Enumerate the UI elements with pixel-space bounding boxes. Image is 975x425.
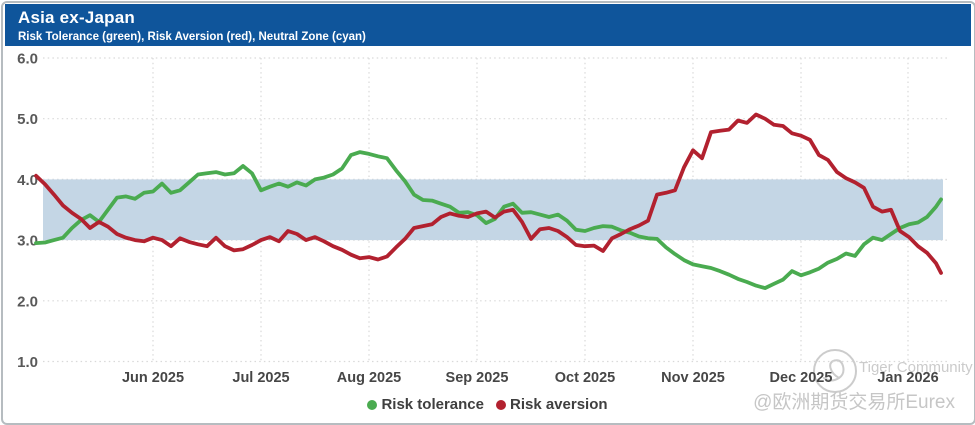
neutral-zone-band [43, 179, 943, 241]
header-bar: Asia ex-Japan Risk Tolerance (green), Ri… [5, 4, 971, 46]
y-axis-label: 1.0 [17, 354, 38, 371]
y-axis-label: 5.0 [17, 111, 38, 128]
page-subtitle: Risk Tolerance (green), Risk Aversion (r… [18, 31, 366, 43]
x-axis-label: Jun 2025 [122, 370, 184, 386]
page-title: Asia ex-Japan [18, 8, 135, 27]
risk-aversion-dot-icon [495, 399, 506, 410]
x-axis-label: Jan 2026 [877, 370, 938, 386]
x-axis-label: Dec 2025 [770, 370, 833, 386]
x-axis-label: Sep 2025 [446, 370, 509, 386]
legend-item-risk-tolerance: Risk tolerance [367, 396, 484, 413]
series-line-risk-tolerance [34, 150, 943, 291]
x-axis-label: Nov 2025 [661, 370, 725, 386]
risk-tolerance-dot-icon [367, 399, 378, 410]
y-axis-label: 6.0 [17, 51, 38, 68]
x-axis-label: Aug 2025 [337, 370, 401, 386]
y-axis-label: 3.0 [17, 233, 38, 250]
legend-label-risk-tolerance: Risk tolerance [381, 396, 484, 413]
tiger-logo-icon [811, 347, 859, 400]
watermark-handle-text: @欧洲期货交易所Eurex [753, 392, 955, 413]
legend-item-risk-aversion: Risk aversion [495, 396, 608, 413]
series-line-risk-aversion [34, 112, 943, 275]
y-axis-label: 4.0 [17, 172, 38, 189]
x-axis-label: Oct 2025 [555, 370, 615, 386]
x-axis-label: Jul 2025 [232, 370, 289, 386]
watermark-brand-text: Tiger Community [859, 359, 973, 376]
y-axis-label: 2.0 [17, 293, 38, 310]
legend-label-risk-aversion: Risk aversion [509, 396, 608, 413]
chart-legend: Risk tolerance Risk aversion [0, 396, 975, 413]
